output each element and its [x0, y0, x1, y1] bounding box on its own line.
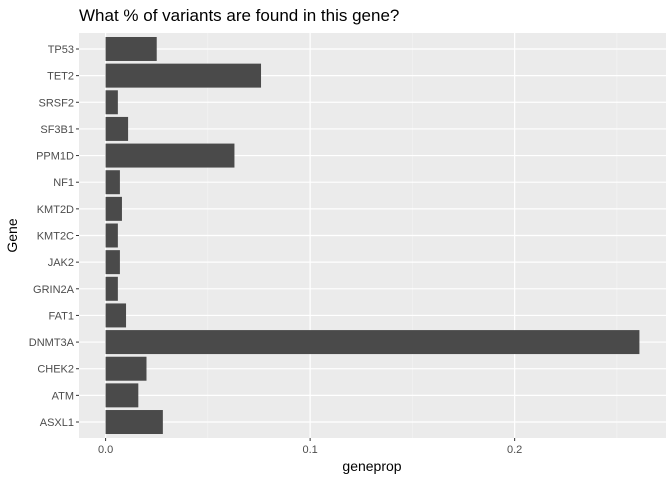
y-tick-label: TP53 [48, 44, 74, 56]
x-axis-label: geneprop [342, 458, 401, 474]
bar-tet2 [105, 63, 262, 88]
bar-atm [105, 383, 139, 408]
bar-tp53 [105, 36, 157, 61]
bars [105, 36, 640, 435]
bar-grin2a [105, 276, 118, 301]
y-tick-label: FAT1 [49, 310, 74, 322]
chart-title: What % of variants are found in this gen… [79, 6, 399, 25]
x-tick-label: 0.1 [302, 444, 317, 456]
bar-fat1 [105, 303, 127, 328]
y-axis-label: Gene [4, 218, 20, 252]
y-tick-label: CHEK2 [37, 364, 74, 376]
y-axis: ASXL1 ATM CHEK2 DNMT3A FAT1 GRIN2A JAK2 KMT2C KM… [29, 44, 79, 429]
bar-ppm1d [105, 143, 235, 168]
y-tick-label: KMT2D [37, 204, 74, 216]
bar-dnmt3a [105, 330, 640, 355]
x-tick-label: 0.2 [507, 444, 522, 456]
y-tick-label: GRIN2A [33, 284, 75, 296]
bar-sf3b1 [105, 116, 129, 141]
y-tick-label: TET2 [47, 71, 74, 83]
y-tick-label: ASXL1 [40, 417, 74, 429]
y-tick-label: KMT2C [37, 231, 74, 243]
y-tick-label: SRSF2 [39, 97, 74, 109]
bar-jak2 [105, 250, 120, 275]
x-axis: 0.0 0.1 0.2 [98, 438, 522, 456]
bar-kmt2c [105, 223, 118, 248]
bar-chek2 [105, 356, 147, 381]
y-tick-label: ATM [52, 390, 74, 402]
x-tick-label: 0.0 [98, 444, 113, 456]
y-tick-label: DNMT3A [29, 337, 75, 349]
bar-srsf2 [105, 90, 118, 115]
bar-asxl1 [105, 410, 163, 435]
bar-kmt2d [105, 196, 122, 221]
y-tick-label: NF1 [53, 177, 74, 189]
y-tick-label: JAK2 [48, 257, 74, 269]
y-tick-label: SF3B1 [40, 124, 74, 136]
y-tick-label: PPM1D [36, 151, 74, 163]
bar-nf1 [105, 170, 120, 195]
